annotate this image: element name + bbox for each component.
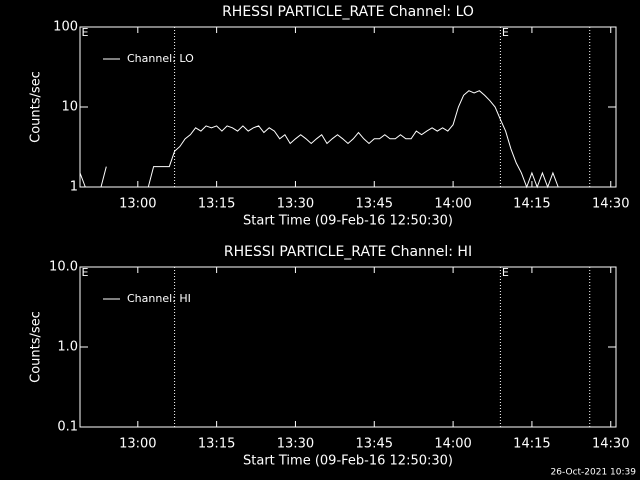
annotation: E xyxy=(502,26,509,39)
annotation: E xyxy=(82,266,89,279)
plot-frame xyxy=(79,266,617,428)
y-tick-label: 100 xyxy=(53,20,78,35)
x-tick-label: 13:45 xyxy=(356,197,393,212)
x-tick-label: 13:00 xyxy=(119,197,156,212)
y-tick-label: 0.1 xyxy=(57,420,78,435)
y-tick-label: 1 xyxy=(70,180,78,195)
x-tick-label: 14:30 xyxy=(592,197,629,212)
x-tick-label: 14:15 xyxy=(513,197,550,212)
x-tick-label: 14:00 xyxy=(434,437,471,452)
x-tick-label: 13:30 xyxy=(277,197,314,212)
plot-frame xyxy=(79,26,617,188)
x-tick-label: 13:30 xyxy=(277,437,314,452)
x-axis-label: Start Time (09-Feb-16 12:50:30) xyxy=(243,214,453,229)
data-line xyxy=(79,90,559,189)
y-axis-label: Counts/sec xyxy=(29,311,44,383)
x-tick-label: 14:00 xyxy=(434,197,471,212)
x-tick-label: 14:15 xyxy=(513,437,550,452)
x-tick-label: 14:30 xyxy=(592,437,629,452)
legend-label: Channel: HI xyxy=(127,292,191,305)
y-tick-label: 1.0 xyxy=(57,340,78,355)
x-tick-label: 13:15 xyxy=(198,197,235,212)
footer: 26-Oct-2021 10:39 xyxy=(551,468,637,478)
x-tick-label: 13:45 xyxy=(356,437,393,452)
chart-title: RHESSI PARTICLE_RATE Channel: LO xyxy=(222,4,474,20)
annotation: E xyxy=(82,26,89,39)
y-axis-label: Counts/sec xyxy=(29,71,44,143)
x-tick-label: 13:00 xyxy=(119,437,156,452)
x-axis-label: Start Time (09-Feb-16 12:50:30) xyxy=(243,454,453,469)
y-tick-label: 10 xyxy=(61,100,78,115)
x-tick-label: 13:15 xyxy=(198,437,235,452)
y-tick-label: 10.0 xyxy=(49,260,78,275)
legend-label: Channel: LO xyxy=(127,52,194,65)
annotation: E xyxy=(502,266,509,279)
chart-title: RHESSI PARTICLE_RATE Channel: HI xyxy=(224,244,472,260)
